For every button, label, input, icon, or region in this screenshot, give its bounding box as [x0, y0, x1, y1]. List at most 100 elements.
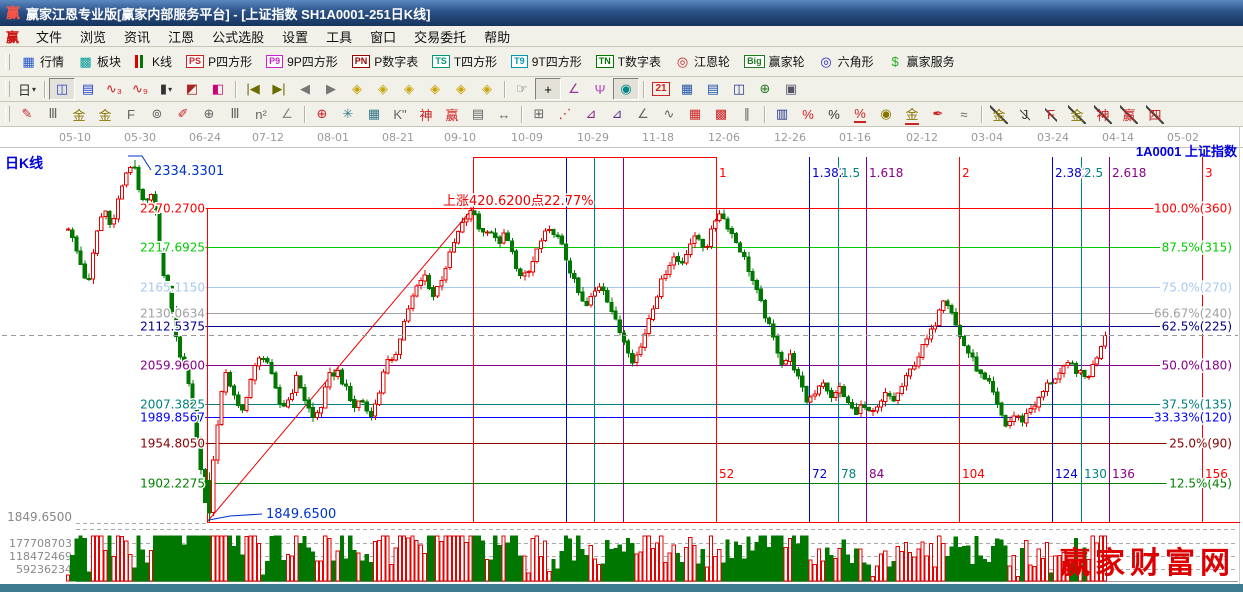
- crosshair-icon[interactable]: +: [535, 78, 561, 100]
- hexagon-button[interactable]: ◎ 六角形: [812, 50, 881, 73]
- volume-distribution-icon[interactable]: ◧: [211, 81, 225, 96]
- grid-red-icon[interactable]: ▦: [688, 106, 702, 121]
- menu-item-tools[interactable]: 工具: [326, 29, 353, 45]
- zoom-pattern-icon[interactable]: ◫: [49, 78, 75, 100]
- pattern-red-icon[interactable]: ◩: [185, 81, 199, 96]
- gold-circle-icon[interactable]: ◉: [880, 106, 892, 121]
- t-square-button[interactable]: TS T四方形: [425, 50, 504, 73]
- wave-3-icon[interactable]: ∿₃: [105, 81, 123, 96]
- gann-compass-icon[interactable]: ⊕: [203, 106, 215, 121]
- gold-ratio-v-icon[interactable]: 金: [98, 107, 112, 123]
- notes-icon[interactable]: ▤: [706, 81, 720, 96]
- menu-item-window[interactable]: 窗口: [370, 29, 397, 45]
- gann-grid-tool-icon[interactable]: Ψ: [594, 81, 606, 97]
- kline-chart-canvas[interactable]: 05-10 05-30 06-24 07-12 08-01 08-21 09-10 10-09…: [0, 127, 1243, 584]
- zigzag-icon[interactable]: ∿: [663, 106, 675, 121]
- stat-panel-icon[interactable]: ▥: [775, 106, 789, 121]
- fan-lines-icon[interactable]: ⋰: [558, 106, 572, 121]
- ying-angle-icon[interactable]: 赢: [1116, 103, 1142, 125]
- menu-item-gann[interactable]: 江恩: [168, 29, 195, 45]
- reset-view-icon[interactable]: ◈: [482, 81, 492, 96]
- draw-pen-icon[interactable]: ✎: [21, 106, 33, 121]
- time-ruler-icon[interactable]: Ⅲ: [48, 106, 58, 121]
- angle-line-icon[interactable]: ∠: [281, 106, 293, 121]
- menu-item-formula-stock-pick[interactable]: 公式选股: [212, 29, 265, 45]
- chart-area[interactable]: 05-10 05-30 06-24 07-12 08-01 08-21 09-10 10-09…: [0, 127, 1243, 584]
- wave-ruler-icon[interactable]: ≈: [960, 106, 968, 122]
- zoom-both-icon[interactable]: ◈: [404, 81, 414, 96]
- percent-line-icon[interactable]: %: [802, 106, 814, 122]
- p-square-button[interactable]: PS P四方形: [179, 50, 259, 73]
- svg-text:1849.6500: 1849.6500: [7, 510, 72, 524]
- calendar-icon[interactable]: 21: [648, 78, 674, 100]
- quotes-button[interactable]: ▦ 行情: [14, 50, 71, 73]
- fibonacci-f-icon[interactable]: F: [127, 106, 135, 122]
- j-angle-icon[interactable]: J: [1019, 106, 1031, 122]
- smart-analysis-icon[interactable]: ◉: [613, 78, 639, 100]
- kline-button[interactable]: K线: [128, 50, 179, 73]
- save-icon[interactable]: ◫: [732, 81, 746, 96]
- ying-tool-icon[interactable]: 赢: [445, 107, 459, 123]
- network-icon[interactable]: ⊕: [759, 81, 771, 96]
- gold2-angle-icon[interactable]: 金: [1064, 103, 1090, 125]
- ink-brush-icon[interactable]: ✒: [932, 106, 944, 121]
- k-quote-icon[interactable]: K": [393, 106, 407, 122]
- menu-item-news[interactable]: 资讯: [124, 29, 151, 45]
- title-bar[interactable]: 赢 赢家江恩专业版[赢家内部服务平台] - [上证指数 SH1A0001-251…: [0, 0, 1243, 26]
- fan-shade-icon[interactable]: ⊿: [611, 106, 623, 121]
- menu-item-trade-entrust[interactable]: 交易委托: [414, 29, 467, 45]
- winner-wheel-button[interactable]: Big 赢家轮: [737, 50, 812, 73]
- price-grid-icon[interactable]: ▤: [471, 106, 485, 121]
- sectors-button[interactable]: ▩ 板块: [71, 50, 128, 73]
- t-number-table-button[interactable]: TN T数字表: [589, 50, 668, 73]
- zoom-x-out-icon[interactable]: ◈: [352, 81, 362, 96]
- percent-icon[interactable]: %: [828, 106, 840, 122]
- angle-measure-icon[interactable]: ∠: [568, 81, 580, 96]
- f-angle-icon[interactable]: F: [1045, 106, 1057, 122]
- shen-angle-icon[interactable]: 神: [1090, 103, 1116, 125]
- menu-item-browse[interactable]: 浏览: [80, 29, 107, 45]
- info-panel-icon[interactable]: ▤: [81, 81, 95, 96]
- last-bar-icon[interactable]: ▶|: [272, 81, 286, 96]
- time-marks-icon[interactable]: Ⅲ: [230, 106, 240, 121]
- parallel-lines-icon[interactable]: ∥: [743, 106, 751, 121]
- calculator-icon[interactable]: ▦: [680, 81, 694, 96]
- gold-levels-icon[interactable]: 金: [899, 103, 925, 125]
- toolbar-grip: [5, 106, 10, 122]
- gann-web-icon[interactable]: ✳: [342, 106, 354, 121]
- 9t-square-button[interactable]: T9 9T四方形: [504, 50, 589, 73]
- next-bar-icon[interactable]: ▶: [326, 81, 336, 96]
- spiral-icon[interactable]: ⊚: [151, 106, 163, 121]
- gold-ratio-h-icon[interactable]: 金: [72, 107, 86, 123]
- menu-item-settings[interactable]: 设置: [282, 29, 309, 45]
- grid-axis-icon[interactable]: ▩: [714, 106, 728, 121]
- span-arrows-icon[interactable]: ↔: [497, 106, 511, 122]
- gann-wheel-button[interactable]: ◎ 江恩轮: [668, 50, 737, 73]
- percent-red-icon[interactable]: %: [854, 105, 866, 123]
- compress-view-icon[interactable]: ◈: [430, 81, 440, 96]
- angle-set-icon[interactable]: ∠: [637, 106, 649, 121]
- menu-item-help[interactable]: 帮助: [484, 29, 511, 45]
- measure-pen-icon[interactable]: ✐: [177, 106, 189, 121]
- first-bar-icon[interactable]: |◀: [246, 81, 260, 96]
- zoom-x-in-icon[interactable]: ◈: [378, 81, 388, 96]
- expand-view-icon[interactable]: ◈: [456, 81, 466, 96]
- winner-service-button[interactable]: $ 赢家服务: [881, 50, 962, 73]
- wave-9-icon[interactable]: ∿₉: [131, 81, 149, 96]
- circle-cross-icon[interactable]: ⊕: [316, 106, 328, 121]
- n-square-icon[interactable]: n²: [255, 106, 267, 122]
- drag-hand-icon[interactable]: ☞: [516, 81, 528, 96]
- remote-pc-icon[interactable]: ▣: [784, 81, 798, 96]
- shen-tool-icon[interactable]: 神: [419, 107, 433, 123]
- p-number-table-button[interactable]: PN P数字表: [345, 50, 426, 73]
- period-dropdown-icon[interactable]: 日 ▾: [17, 82, 37, 98]
- 9p-square-button[interactable]: P9 9P四方形: [259, 50, 345, 73]
- fan-box-icon[interactable]: ⊿: [585, 106, 597, 121]
- trend-frame-icon[interactable]: ⊞: [533, 106, 545, 121]
- square-web-icon[interactable]: ▦: [367, 106, 381, 121]
- menu-item-file[interactable]: 文件: [36, 29, 63, 45]
- si-angle-icon[interactable]: 四: [1142, 103, 1168, 125]
- candle-type-dropdown-icon[interactable]: ▮ ▾: [159, 81, 173, 96]
- gold-angle-icon[interactable]: 金: [986, 103, 1012, 125]
- prev-bar-icon[interactable]: ◀: [300, 81, 310, 96]
